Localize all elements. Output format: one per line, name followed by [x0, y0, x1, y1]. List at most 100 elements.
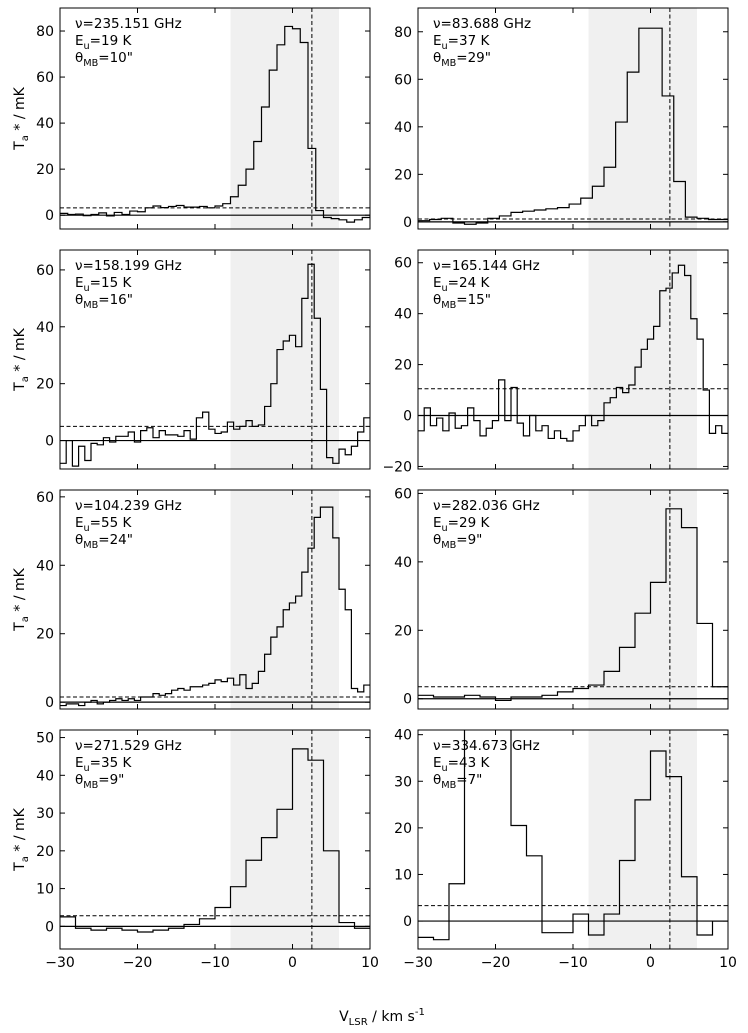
- shaded-region: [588, 250, 697, 469]
- panel-8: −30 −20 −10 0 10 0 10 20 30 40 ν=334.673 GHzEu=43 …: [394, 728, 737, 971]
- x-tick-label: −20: [481, 955, 511, 971]
- y-tick-label: 20: [36, 844, 54, 860]
- annotation-line-3: θMB=29": [433, 50, 491, 69]
- y-tick-label: 60: [394, 486, 412, 502]
- y-tick-label: 60: [394, 256, 412, 272]
- annotation-line-2: Eu=15 K: [75, 275, 132, 294]
- x-axis-label: VLSR / km s-1: [339, 1007, 425, 1028]
- y-tick-label: 60: [36, 490, 54, 506]
- y-tick-label: 50: [36, 731, 54, 747]
- y-tick-label: 0: [45, 208, 54, 224]
- spectrum-line: [60, 506, 370, 707]
- y-axis-label: Ta * / mK: [12, 86, 31, 150]
- spectrum-line: [60, 263, 370, 467]
- y-tick-label: 20: [394, 167, 412, 183]
- x-tick-label: 10: [361, 955, 379, 971]
- y-tick-label: 40: [394, 120, 412, 136]
- annotation-line-2: Eu=24 K: [433, 275, 490, 294]
- y-tick-label: 60: [36, 70, 54, 86]
- annotation-line-2: Eu=35 K: [75, 755, 132, 774]
- annotation-line-2: Eu=19 K: [75, 33, 132, 52]
- y-tick-label: 20: [394, 358, 412, 374]
- y-tick-label: 80: [36, 24, 54, 40]
- annotation-line-1: ν=104.239 GHz: [75, 498, 182, 514]
- y-tick-label: 0: [45, 695, 54, 711]
- x-tick-label: 10: [719, 955, 737, 971]
- y-tick-label: −20: [382, 459, 412, 475]
- x-tick-label: 0: [646, 955, 655, 971]
- x-tick-label: −10: [200, 955, 230, 971]
- annotation-line-1: ν=334.673 GHz: [433, 738, 540, 754]
- y-tick-label: 40: [36, 320, 54, 336]
- annotation-line-1: ν=282.036 GHz: [433, 498, 540, 514]
- y-axis-label: Ta * / mK: [12, 807, 31, 871]
- x-tick-label: 0: [288, 955, 297, 971]
- y-axis-label: Ta * / mK: [12, 567, 31, 631]
- shaded-region: [230, 730, 339, 949]
- shaded-region: [230, 490, 339, 709]
- annotation-line-2: Eu=37 K: [433, 33, 490, 52]
- shaded-region: [588, 490, 697, 709]
- x-tick-label: −30: [403, 955, 433, 971]
- x-tick-label: −10: [558, 955, 588, 971]
- y-tick-label: 20: [394, 623, 412, 639]
- annotation-line-2: Eu=43 K: [433, 755, 490, 774]
- y-tick-label: 60: [394, 72, 412, 88]
- shaded-region: [588, 730, 697, 949]
- y-tick-label: 20: [36, 162, 54, 178]
- y-tick-label: 40: [394, 555, 412, 571]
- y-tick-label: 10: [394, 867, 412, 883]
- shaded-region: [588, 8, 697, 229]
- annotation-line-3: θMB=7": [433, 772, 482, 791]
- y-tick-label: 40: [36, 558, 54, 574]
- annotation-line-3: θMB=16": [75, 292, 133, 311]
- annotation-line-3: θMB=15": [433, 292, 491, 311]
- y-tick-label: 0: [403, 914, 412, 930]
- y-tick-label: 40: [394, 307, 412, 323]
- y-tick-label: 30: [36, 806, 54, 822]
- y-tick-label: 60: [36, 263, 54, 279]
- annotation-line-1: ν=165.144 GHz: [433, 258, 540, 274]
- spectrum-line: [60, 748, 370, 933]
- y-tick-label: 40: [394, 728, 412, 744]
- annotation-line-3: θMB=9": [433, 532, 482, 551]
- y-axis-label: Ta * / mK: [12, 327, 31, 391]
- y-tick-label: 10: [36, 882, 54, 898]
- spectrum-line: [418, 508, 728, 702]
- y-tick-label: 0: [403, 215, 412, 231]
- y-tick-label: 0: [45, 434, 54, 450]
- y-tick-label: 30: [394, 774, 412, 790]
- shaded-region: [230, 250, 339, 469]
- y-tick-label: 40: [36, 768, 54, 784]
- spectrum-line: [418, 264, 728, 442]
- x-tick-label: −20: [123, 955, 153, 971]
- y-tick-label: 20: [36, 377, 54, 393]
- annotation-line-3: θMB=9": [75, 772, 124, 791]
- annotation-line-1: ν=271.529 GHz: [75, 738, 182, 754]
- annotation-line-2: Eu=55 K: [75, 515, 132, 534]
- panel-7: −30 −20 −10 0 10 0 10 20 30 40 50 Ta * / mK ν=271.52…: [12, 729, 379, 971]
- spectrum-line: [418, 730, 728, 941]
- annotation-line-1: ν=235.151 GHz: [75, 16, 182, 32]
- annotation-line-2: Eu=29 K: [433, 515, 490, 534]
- y-tick-label: 20: [394, 821, 412, 837]
- spectrum-line: [60, 25, 370, 223]
- x-tick-label: −30: [45, 955, 75, 971]
- y-tick-label: 80: [394, 25, 412, 41]
- annotation-line-3: θMB=24": [75, 532, 133, 551]
- y-tick-label: 40: [36, 116, 54, 132]
- spectrum-line: [418, 27, 728, 225]
- annotation-line-3: θMB=10": [75, 50, 133, 69]
- y-tick-label: 0: [403, 692, 412, 708]
- y-tick-label: 20: [36, 627, 54, 643]
- y-tick-label: 0: [403, 409, 412, 425]
- annotation-line-1: ν=83.688 GHz: [433, 16, 531, 32]
- annotation-line-1: ν=158.199 GHz: [75, 258, 182, 274]
